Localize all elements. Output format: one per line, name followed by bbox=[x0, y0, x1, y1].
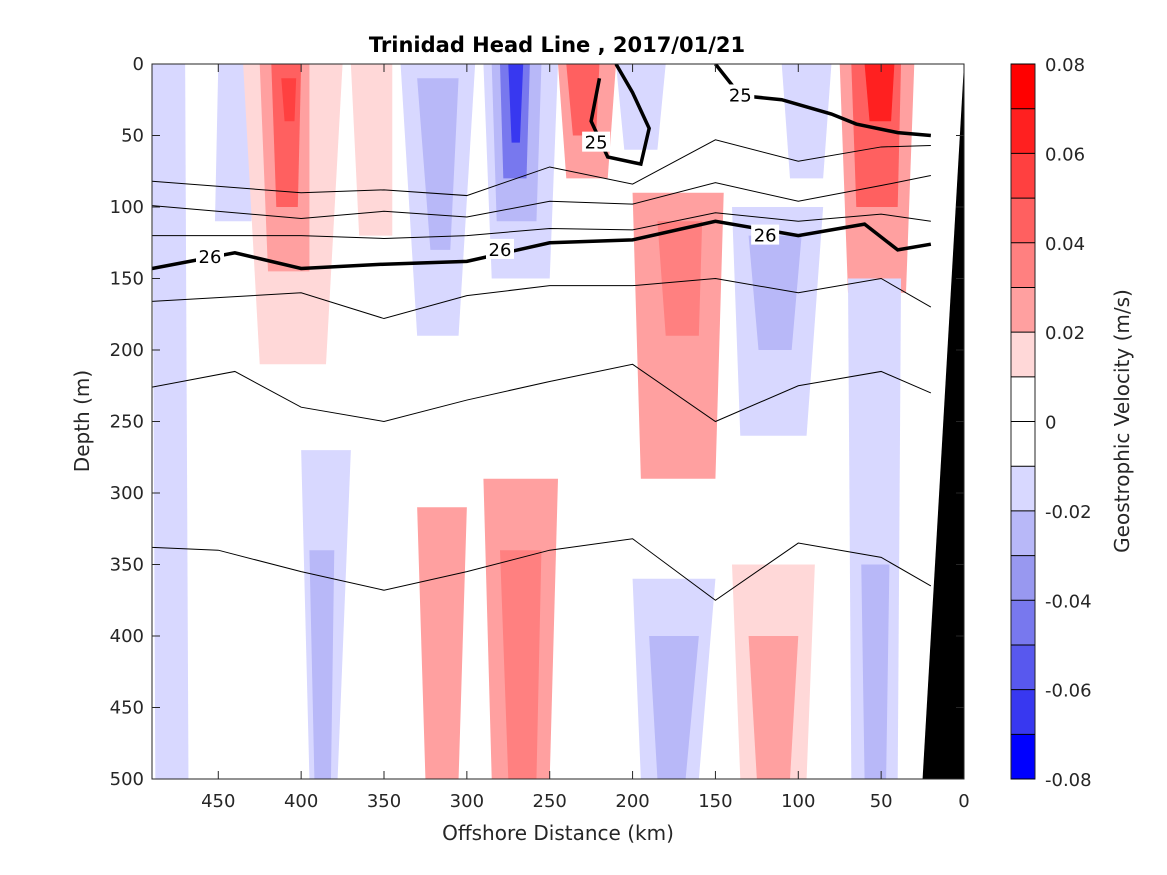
velocity-patch bbox=[500, 550, 542, 779]
colorbar-swatch bbox=[1011, 689, 1035, 735]
x-tick-label: 100 bbox=[781, 791, 815, 812]
contour-label-bg bbox=[486, 238, 514, 259]
x-tick-label: 0 bbox=[958, 791, 969, 812]
isopycnal-26-line bbox=[152, 219, 932, 271]
colorbar-swatch bbox=[1011, 332, 1035, 378]
colorbar-tick-label: -0.06 bbox=[1045, 681, 1092, 702]
colorbar-tick-label: -0.08 bbox=[1045, 770, 1092, 791]
velocity-patch bbox=[748, 636, 799, 779]
colorbar-swatch bbox=[1011, 64, 1035, 110]
isopycnal-line bbox=[152, 363, 932, 423]
x-axis-label: Offshore Distance (km) bbox=[442, 821, 674, 845]
velocity-patch bbox=[508, 64, 524, 143]
contour-label: 26 bbox=[489, 240, 512, 261]
chart-title: Trinidad Head Line , 2017/01/21 bbox=[369, 33, 745, 57]
contour-label-layer: 25 25 26 26 26 bbox=[196, 84, 780, 268]
plot-area: 25 25 26 26 26 bbox=[151, 63, 965, 780]
isopycnal-line bbox=[152, 139, 931, 197]
velocity-patch bbox=[309, 550, 335, 779]
isopycnal-25-line bbox=[589, 64, 651, 167]
y-tick-label: 500 bbox=[110, 769, 144, 790]
contour-label: 26 bbox=[199, 247, 222, 268]
x-tick-label: 200 bbox=[615, 791, 649, 812]
y-axis-label: Depth (m) bbox=[70, 370, 94, 472]
contour-label: 25 bbox=[729, 85, 752, 106]
velocity-patch bbox=[864, 64, 895, 122]
colorbar-swatch bbox=[1011, 466, 1035, 512]
colorbar-tick-label: -0.02 bbox=[1045, 502, 1092, 523]
velocity-patch bbox=[417, 507, 467, 779]
colorbar-tick-label: 0.06 bbox=[1045, 144, 1085, 165]
colorbar-label: Geostrophic Velocity (m/s) bbox=[1110, 289, 1134, 553]
y-tick-label: 0 bbox=[133, 54, 144, 75]
isopycnal-line bbox=[152, 212, 931, 239]
y-tick-label: 150 bbox=[110, 269, 144, 290]
isopycnal-line bbox=[152, 277, 932, 320]
velocity-fill-layer bbox=[152, 64, 915, 779]
velocity-patch bbox=[350, 64, 393, 236]
x-tick-label: 300 bbox=[450, 791, 484, 812]
contour-label: 25 bbox=[585, 133, 608, 154]
colorbar-swatch bbox=[1011, 421, 1035, 467]
colorbar-tick-label: 0.04 bbox=[1045, 234, 1085, 255]
colorbar-swatch bbox=[1011, 198, 1035, 244]
velocity-patch bbox=[748, 235, 802, 350]
colorbar-tick-label: 0.08 bbox=[1045, 55, 1085, 76]
colorbar-swatch bbox=[1011, 555, 1035, 601]
contour-label-bg bbox=[582, 131, 611, 152]
isopycnal-line bbox=[152, 175, 931, 219]
colorbar-swatch bbox=[1011, 287, 1035, 333]
bathymetry-layer bbox=[922, 64, 964, 779]
y-tick-label: 200 bbox=[110, 340, 144, 361]
velocity-patch bbox=[861, 564, 890, 779]
colorbar-swatch bbox=[1011, 108, 1035, 154]
colorbar-swatch bbox=[1011, 734, 1035, 780]
y-tick-label: 400 bbox=[110, 626, 144, 647]
x-tick-label: 150 bbox=[698, 791, 732, 812]
x-axis: 450 400 350 300 250 200 150 100 50 0 bbox=[201, 64, 970, 812]
velocity-patch bbox=[417, 78, 459, 250]
colorbar-tick-label: -0.04 bbox=[1045, 591, 1092, 612]
colorbar-swatch bbox=[1011, 376, 1035, 422]
contour-label-bg bbox=[726, 84, 755, 105]
velocity-patch bbox=[281, 78, 297, 122]
x-tick-label: 450 bbox=[201, 791, 235, 812]
y-tick-label: 50 bbox=[121, 126, 144, 147]
contour-label: 26 bbox=[754, 226, 777, 247]
y-tick-label: 250 bbox=[110, 412, 144, 433]
y-tick-label: 350 bbox=[110, 555, 144, 576]
y-tick-label: 300 bbox=[110, 483, 144, 504]
velocity-patch bbox=[649, 636, 699, 779]
contour-label-bg bbox=[196, 246, 224, 267]
bathymetry bbox=[922, 64, 964, 779]
colorbar: 0.08 0.06 0.04 0.02 0 -0.02 -0.04 -0.06 -0.08 bbox=[1010, 55, 1092, 791]
colorbar-swatch bbox=[1011, 644, 1035, 691]
x-tick-label: 250 bbox=[533, 791, 567, 812]
x-tick-label: 50 bbox=[870, 791, 893, 812]
x-tick-label: 350 bbox=[367, 791, 401, 812]
x-tick-label: 400 bbox=[284, 791, 318, 812]
colorbar-swatch bbox=[1011, 600, 1035, 646]
colorbar-swatch bbox=[1011, 242, 1035, 288]
colorbar-tick-label: 0 bbox=[1045, 413, 1056, 434]
colorbar-swatch bbox=[1011, 153, 1035, 199]
colorbar-swatch bbox=[1011, 510, 1035, 557]
y-tick-label: 100 bbox=[110, 197, 144, 218]
velocity-patch bbox=[781, 64, 832, 179]
y-axis: 0 50 100 150 200 250 300 350 400 450 500 bbox=[110, 54, 964, 790]
contour-label-bg bbox=[751, 224, 780, 245]
colorbar-tick-label: 0.02 bbox=[1045, 323, 1085, 344]
isopycnal-line bbox=[152, 538, 932, 601]
velocity-patch bbox=[657, 221, 703, 336]
y-tick-label: 450 bbox=[110, 698, 144, 719]
velocity-patch bbox=[152, 64, 189, 779]
